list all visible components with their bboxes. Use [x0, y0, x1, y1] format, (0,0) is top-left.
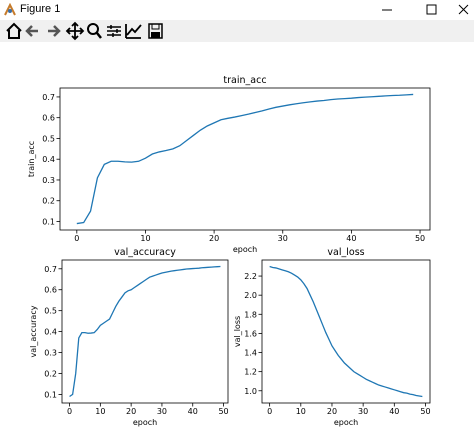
x-tick-label: 50: [420, 407, 430, 416]
x-axis-label: epoch: [133, 418, 157, 427]
y-axis-label: val_loss: [233, 316, 242, 347]
y-tick-label: 2.2: [244, 272, 257, 281]
y-tick-label: 0.4: [44, 328, 57, 337]
y-tick-label: 0.7: [42, 93, 55, 102]
x-tick-label: 30: [278, 234, 288, 243]
x-tick-label: 0: [74, 234, 79, 243]
y-tick-label: 0.7: [44, 265, 57, 274]
chart-title: train_acc: [223, 75, 266, 86]
x-tick-label: 10: [95, 407, 105, 416]
y-tick-label: 0.6: [44, 286, 57, 295]
y-tick-label: 0.1: [42, 217, 55, 226]
x-axis-label: epoch: [334, 418, 358, 427]
close-button[interactable]: [458, 4, 469, 15]
x-tick-label: 0: [267, 407, 272, 416]
y-tick-label: 0.5: [44, 307, 57, 316]
y-tick-label: 0.1: [44, 390, 57, 399]
x-tick-label: 0: [67, 407, 72, 416]
configure-button[interactable]: [107, 25, 121, 37]
x-tick-label: 20: [327, 407, 337, 416]
y-tick-label: 1.0: [244, 387, 257, 396]
x-tick-label: 50: [218, 407, 228, 416]
app-icon: [4, 3, 16, 16]
figure: 0 10 20 30 40 50 0.1 0.2 0.3 0.4 0.5 0.6 0.7 train_ac…: [27, 75, 431, 427]
y-tick-label: 0.5: [42, 134, 55, 143]
x-tick-label: 50: [415, 234, 425, 243]
forward-button[interactable]: [48, 25, 61, 37]
axes-frame: [261, 259, 431, 404]
axes-frame: [59, 87, 431, 231]
y-axis-label: val_accuracy: [29, 305, 38, 357]
x-tick-label: 20: [209, 234, 219, 243]
line: [76, 93, 414, 225]
y-tick-label: 0.2: [42, 197, 55, 206]
toolbar: [0, 20, 474, 42]
x-tick-label: 10: [296, 407, 306, 416]
y-tick-label: 1.8: [244, 310, 257, 319]
line: [269, 265, 423, 398]
y-tick-label: 1.4: [244, 349, 257, 358]
x-tick-label: 10: [140, 234, 150, 243]
y-tick-label: 0.4: [42, 155, 55, 164]
title-bar: Figure 1: [0, 0, 474, 20]
y-tick-label: 0.2: [44, 369, 57, 378]
x-tick-label: 30: [157, 407, 167, 416]
window-controls: [382, 4, 469, 15]
save-button[interactable]: [148, 23, 163, 39]
y-tick-label: 1.6: [244, 329, 257, 338]
edit-axis-button[interactable]: [125, 24, 142, 39]
y-tick-label: 2.0: [244, 291, 257, 300]
home-button[interactable]: [6, 22, 22, 39]
pan-button[interactable]: [65, 21, 85, 41]
chart-title: val_accuracy: [114, 247, 176, 258]
window-title: Figure 1: [20, 3, 61, 15]
y-tick-label: 0.6: [42, 114, 55, 123]
y-tick-label: 1.2: [244, 368, 257, 377]
zoom-button[interactable]: [87, 23, 102, 39]
x-tick-label: 40: [389, 407, 399, 416]
x-axis-label: epoch: [233, 245, 257, 254]
y-tick-label: 0.3: [42, 176, 55, 185]
x-tick-label: 40: [188, 407, 198, 416]
y-axis-label: train_acc: [27, 141, 36, 177]
line: [69, 265, 221, 398]
back-button[interactable]: [25, 25, 38, 37]
x-tick-label: 20: [126, 407, 136, 416]
chart-title: val_loss: [327, 247, 364, 258]
y-tick-label: 0.3: [44, 349, 57, 358]
x-tick-label: 40: [346, 234, 356, 243]
maximize-button[interactable]: [426, 4, 437, 15]
axes-frame: [61, 259, 229, 404]
x-tick-label: 30: [358, 407, 368, 416]
toolbar-icons: [6, 21, 163, 41]
